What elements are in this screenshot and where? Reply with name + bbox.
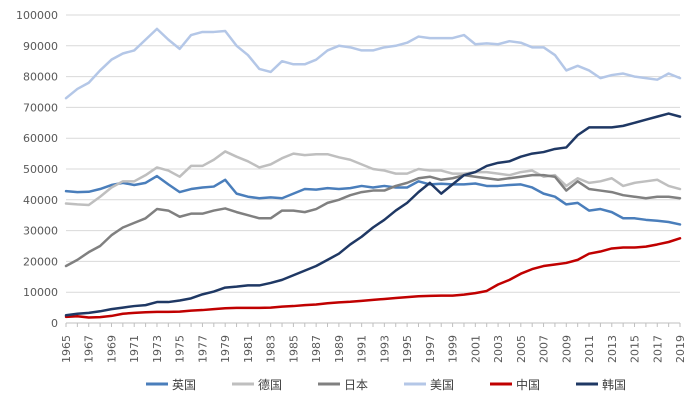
y-tick-label: 20000	[23, 255, 58, 268]
x-tick-label: 1985	[287, 335, 300, 363]
y-axis: 0 10000 20000 30000 40000 50000 60000 70000 8000…	[16, 9, 58, 330]
x-tick-label: 2015	[629, 335, 642, 363]
x-tick-label: 2003	[492, 335, 505, 363]
x-tick-label: 2017	[651, 335, 664, 363]
series-line-3	[64, 27, 682, 100]
y-tick-label: 60000	[23, 132, 58, 145]
x-tick-label: 1981	[242, 335, 255, 363]
legend: 英国 德国 日本 美国 中国 韩国	[146, 377, 626, 392]
x-tick-label: 1977	[196, 335, 209, 363]
x-tick-label: 2001	[469, 335, 482, 363]
x-tick-label: 2019	[674, 335, 687, 363]
legend-label: 英国	[172, 378, 196, 392]
y-tick-label: 30000	[23, 225, 58, 238]
y-tick-label: 70000	[23, 101, 58, 114]
x-tick-label: 1993	[378, 335, 391, 363]
x-tick-label: 1997	[424, 335, 437, 363]
series-line-0	[64, 174, 682, 226]
series-lines	[64, 27, 682, 319]
series-line-2	[64, 173, 682, 268]
y-tick-label: 0	[51, 317, 58, 330]
legend-label: 日本	[344, 378, 368, 392]
y-tick-label: 80000	[23, 71, 58, 84]
x-tick-label: 1987	[310, 335, 323, 363]
y-tick-label: 10000	[23, 286, 58, 299]
x-tick-label: 1979	[219, 335, 232, 363]
x-tick-label: 2009	[560, 335, 573, 363]
x-tick-label: 1967	[83, 335, 96, 363]
x-tick-label: 1965	[60, 335, 73, 363]
y-tick-label: 50000	[23, 163, 58, 176]
x-tick-label: 1989	[333, 335, 346, 363]
x-tick-label: 2011	[583, 335, 596, 363]
legend-label: 德国	[258, 377, 282, 392]
y-tick-label: 40000	[23, 194, 58, 207]
x-tick-label: 1983	[265, 335, 278, 363]
x-tick-label: 1969	[105, 335, 118, 363]
x-tick-label: 1971	[128, 335, 141, 363]
x-tick-label: 1999	[447, 335, 460, 363]
x-tick-label: 1975	[174, 335, 187, 363]
x-tick-label: 1995	[401, 335, 414, 363]
x-tick-label: 2013	[606, 335, 619, 363]
x-axis: 1965 1967 1969 1971 1973 1975 1977 1979 1981 1983…	[60, 322, 687, 363]
series-line-1	[64, 150, 682, 207]
x-tick-label: 2007	[538, 335, 551, 363]
gridlines	[66, 14, 680, 293]
series-line-4	[64, 237, 682, 319]
series-line-5	[64, 112, 682, 317]
x-tick-label: 1973	[151, 335, 164, 363]
legend-label: 中国	[516, 377, 540, 392]
x-tick-label: 2005	[515, 335, 528, 363]
y-tick-label: 100000	[16, 9, 58, 22]
legend-label: 美国	[430, 378, 454, 392]
legend-label: 韩国	[602, 377, 626, 392]
x-tick-label: 1991	[356, 335, 369, 363]
y-tick-label: 90000	[23, 40, 58, 53]
